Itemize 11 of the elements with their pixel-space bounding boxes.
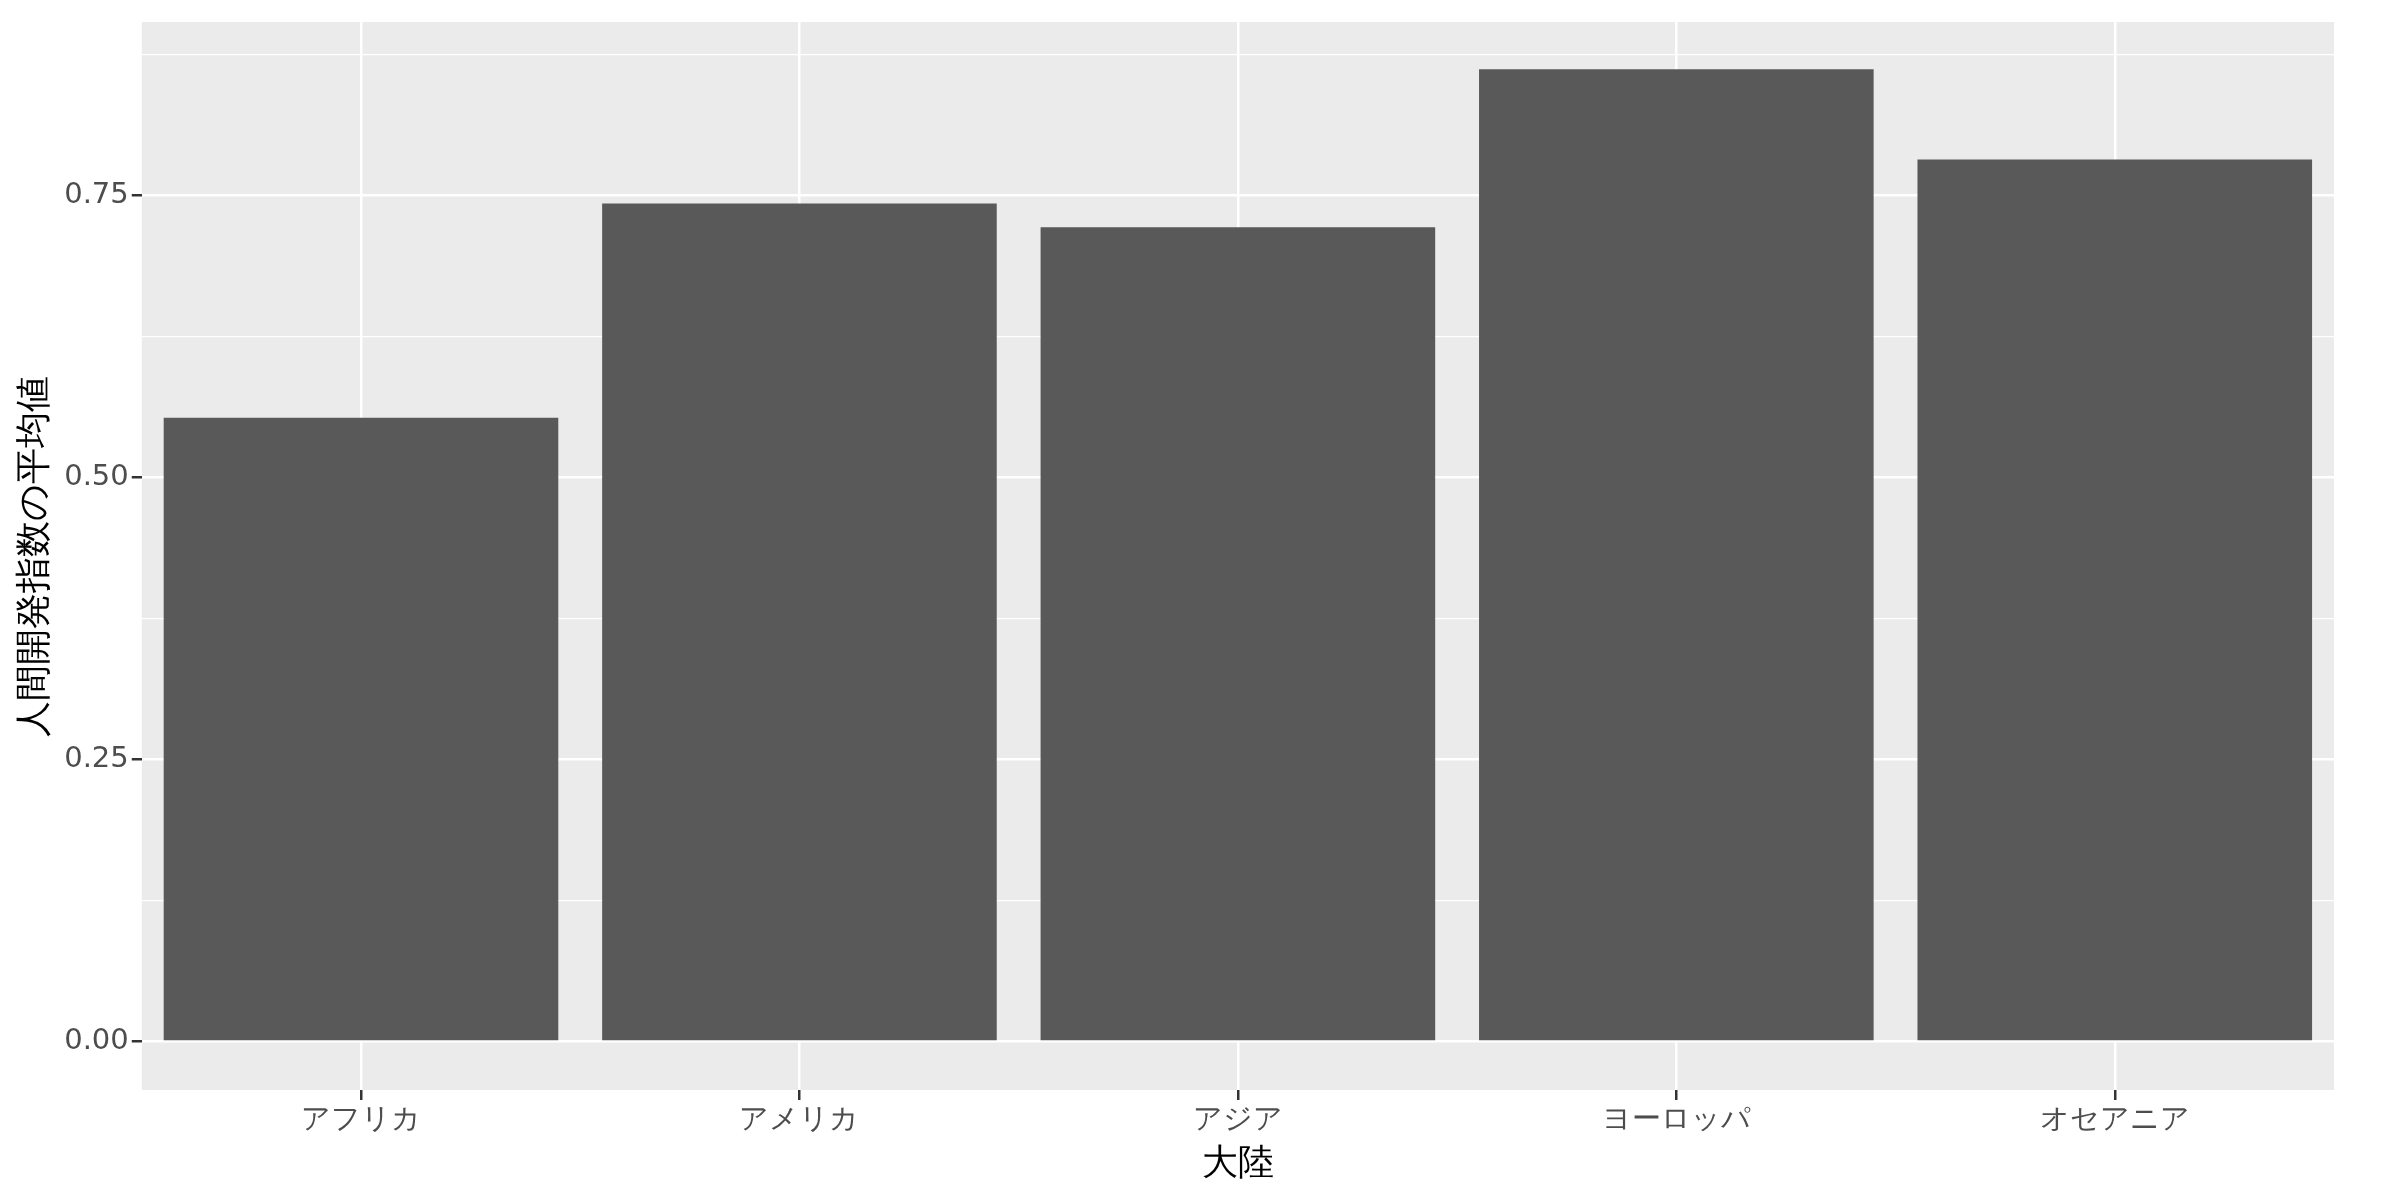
y-tick-label: 0.75 — [64, 176, 129, 211]
x-tick-label: ヨーロッパ — [1601, 1100, 1751, 1135]
x-tick-label: オセアニア — [2039, 1100, 2190, 1135]
x-tick-label: アジア — [1192, 1100, 1283, 1135]
x-tick-label: アフリカ — [300, 1100, 421, 1135]
y-axis-title: 人間開発指数の平均値 — [11, 375, 53, 737]
y-tick-label: 0.25 — [64, 740, 129, 775]
x-tick-label: アメリカ — [739, 1100, 860, 1135]
y-tick-label: 0.50 — [64, 458, 129, 493]
x-axis-title: 大陸 — [1201, 1140, 1274, 1182]
y-tick-label: 0.00 — [64, 1022, 129, 1057]
